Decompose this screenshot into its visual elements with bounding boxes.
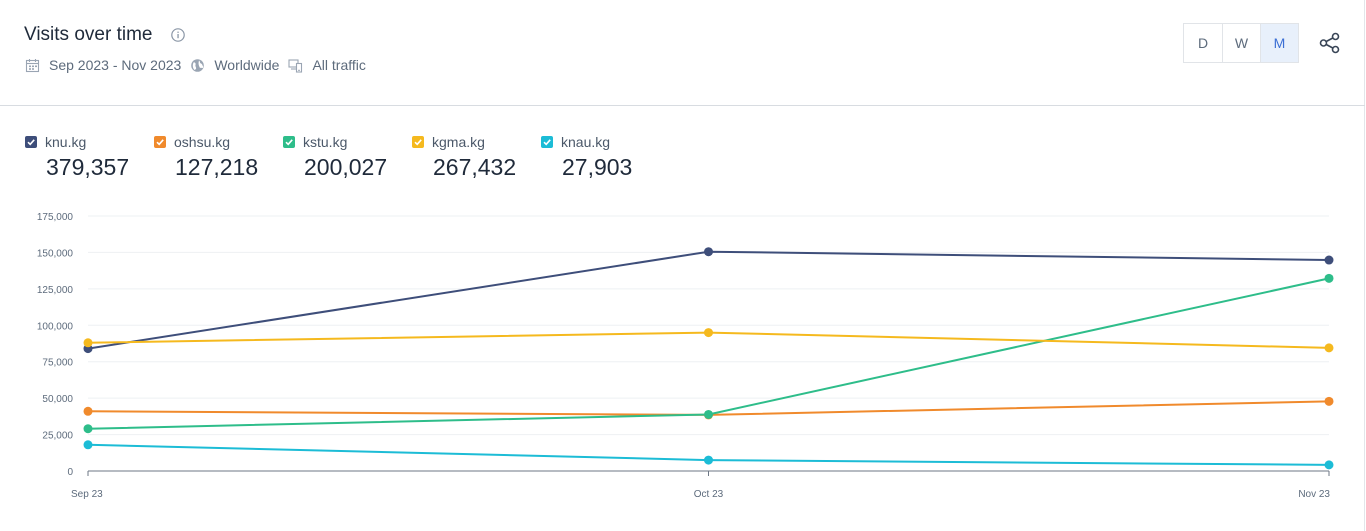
legend-total: 267,432 <box>433 154 517 180</box>
check-icon <box>414 139 422 146</box>
granularity-daily-button[interactable]: D <box>1184 24 1222 62</box>
region: Worldwide <box>214 57 280 73</box>
legend-item-oshsu-kg[interactable]: oshsu.kg 127,218 <box>154 134 283 181</box>
share-icon[interactable] <box>1319 32 1341 54</box>
data-point-kgma-kg <box>83 338 93 348</box>
card-header: Visits over time Sep 2023 - Nov 2023 <box>0 0 1365 106</box>
data-point-kstu-kg <box>83 424 93 434</box>
y-tick-label: 100,000 <box>37 321 74 332</box>
legend-checkbox[interactable] <box>283 136 295 148</box>
legend-checkbox[interactable] <box>25 136 37 148</box>
chart-legend: knu.kg 379,357 oshsu.kg 127,218 kstu.kg 200,0… <box>25 134 670 181</box>
y-tick-label: 175,000 <box>37 212 74 223</box>
y-tick-label: 25,000 <box>42 431 73 442</box>
y-tick-label: 75,000 <box>42 358 73 369</box>
legend-checkbox[interactable] <box>412 136 424 148</box>
granularity-weekly-button[interactable]: W <box>1222 24 1260 62</box>
legend-label: knu.kg <box>45 134 87 150</box>
globe-icon <box>191 58 205 72</box>
x-tick-label: Nov 23 <box>1298 489 1330 500</box>
data-point-knu-kg <box>1324 255 1334 265</box>
devices-icon <box>288 58 303 73</box>
data-point-knau-kg <box>704 455 713 465</box>
legend-total: 200,027 <box>304 154 388 180</box>
data-point-kgma-kg <box>704 328 713 338</box>
legend-label: kgma.kg <box>432 134 485 150</box>
legend-item-kstu-kg[interactable]: kstu.kg 200,027 <box>283 134 412 181</box>
legend-item-kgma-kg[interactable]: kgma.kg 267,432 <box>412 134 541 181</box>
data-point-knau-kg <box>1324 460 1334 470</box>
data-point-oshsu-kg <box>83 406 93 416</box>
legend-label: oshsu.kg <box>174 134 231 150</box>
data-point-knu-kg <box>704 247 713 257</box>
check-icon <box>156 139 164 146</box>
info-icon[interactable] <box>171 28 185 42</box>
calendar-icon <box>25 58 40 72</box>
granularity-toggle: D W M <box>1183 23 1299 63</box>
check-icon <box>543 139 551 146</box>
legend-item-knau-kg[interactable]: knau.kg 27,903 <box>541 134 670 181</box>
data-point-knau-kg <box>83 440 93 450</box>
data-point-oshsu-kg <box>1324 396 1334 406</box>
card-meta: Sep 2023 - Nov 2023 Worldwide All traffi… <box>25 56 375 74</box>
traffic-type: All traffic <box>312 57 366 73</box>
data-point-kstu-kg <box>704 409 713 419</box>
check-icon <box>285 139 293 146</box>
date-range: Sep 2023 - Nov 2023 <box>49 57 182 73</box>
legend-total: 379,357 <box>46 154 130 180</box>
y-tick-label: 0 <box>67 467 73 478</box>
card-title: Visits over time <box>24 24 153 45</box>
y-tick-label: 125,000 <box>37 285 74 296</box>
legend-label: knau.kg <box>561 134 611 150</box>
visits-line-chart: 0 25,000 50,000 75,000 100,000 125,000 150,000… <box>37 212 1334 500</box>
legend-checkbox[interactable] <box>541 136 553 148</box>
granularity-monthly-button[interactable]: M <box>1260 24 1298 62</box>
x-tick-label: Oct 23 <box>694 489 724 500</box>
legend-checkbox[interactable] <box>154 136 166 148</box>
y-tick-label: 150,000 <box>37 248 74 259</box>
legend-label: kstu.kg <box>303 134 348 150</box>
data-point-kgma-kg <box>1324 343 1334 353</box>
x-tick-label: Sep 23 <box>71 489 103 500</box>
data-point-kstu-kg <box>1324 273 1334 283</box>
check-icon <box>27 139 35 146</box>
legend-total: 127,218 <box>175 154 259 180</box>
legend-total: 27,903 <box>562 154 633 180</box>
legend-item-knu-kg[interactable]: knu.kg 379,357 <box>25 134 154 181</box>
y-tick-label: 50,000 <box>42 394 73 405</box>
